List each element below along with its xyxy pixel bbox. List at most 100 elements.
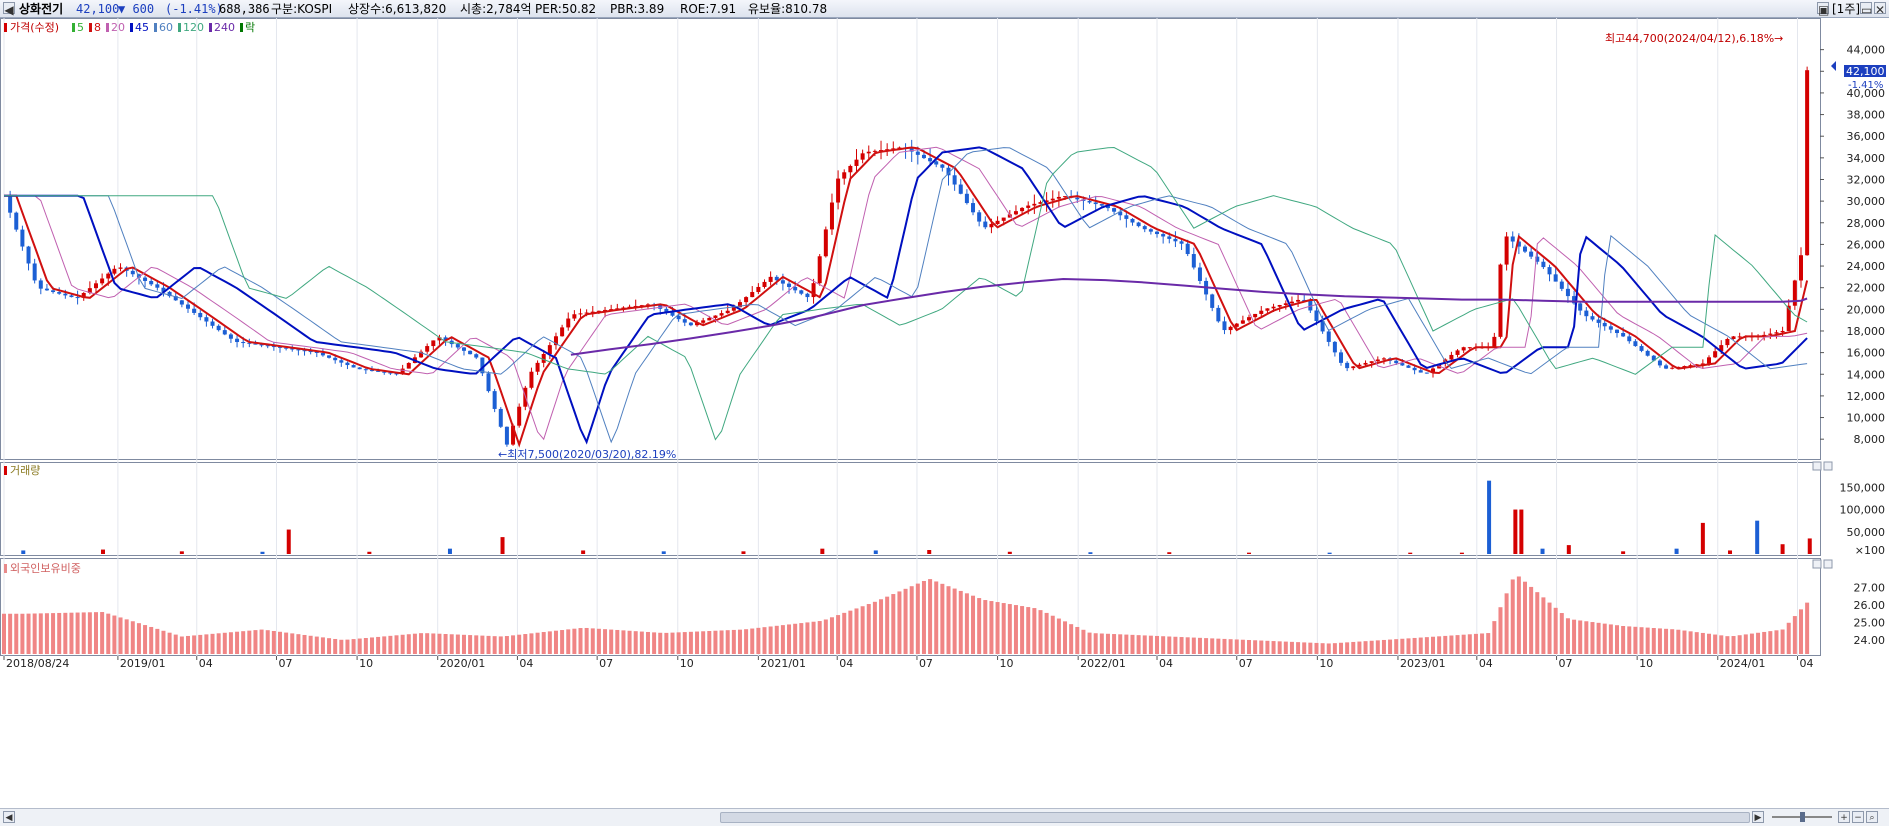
- chart-canvas[interactable]: 44,00042,00040,00038,00036,00034,00032,0…: [0, 18, 1889, 808]
- foreign-tick-label: 27.00: [1854, 582, 1886, 595]
- candle-body: [222, 330, 227, 335]
- candle-body: [1118, 211, 1123, 216]
- foreign-ratio-bar: [707, 631, 712, 654]
- foreign-ratio-bar: [1645, 627, 1650, 654]
- foreign-ratio-bar: [143, 625, 148, 654]
- foreign-ratio-bar: [198, 634, 203, 654]
- candle-body: [940, 164, 945, 168]
- candle-body: [1112, 208, 1117, 212]
- foreign-ratio-bar: [609, 629, 614, 654]
- candle-body: [1584, 310, 1589, 317]
- candle-body: [1504, 236, 1509, 265]
- candle-body: [1136, 222, 1141, 227]
- foreign-ratio-bar: [529, 633, 534, 654]
- foreign-close-icon[interactable]: [1823, 559, 1833, 569]
- price-tick-label: 32,000: [1847, 173, 1886, 186]
- price-legend: 가격(수정) 5 8 20 45 60 120 240 락: [4, 21, 255, 34]
- foreign-ratio-bar: [1486, 633, 1491, 654]
- foreign-ratio-bar: [891, 594, 896, 654]
- foreign-ratio-bar: [345, 639, 350, 654]
- foreign-ratio-bar: [603, 629, 608, 654]
- candle-body: [1792, 280, 1797, 306]
- candle-body: [737, 302, 742, 308]
- restore-icon[interactable]: ▣: [1817, 2, 1830, 17]
- volume-bar: [1566, 545, 1571, 554]
- candle-body: [161, 287, 166, 292]
- volume-bar: [1755, 520, 1760, 554]
- price-tick-label: 18,000: [1847, 325, 1886, 338]
- candle-body: [1001, 217, 1006, 221]
- foreign-restore-icon[interactable]: [1812, 559, 1822, 569]
- foreign-ratio-bar: [382, 636, 387, 654]
- candle-body: [1013, 211, 1018, 215]
- legend-ma-label: 240: [214, 21, 235, 34]
- volume-bar: [447, 548, 452, 554]
- candle-body: [100, 278, 105, 284]
- candle-body: [1798, 255, 1803, 281]
- foreign-ratio-bar: [701, 631, 706, 654]
- foreign-ratio-bar: [511, 635, 516, 654]
- candle-body: [615, 308, 620, 310]
- foreign-ratio-bar: [756, 627, 761, 654]
- zoom-reset-icon[interactable]: ⌕: [1866, 811, 1878, 823]
- foreign-ratio-bar: [1099, 633, 1104, 654]
- zoom-slider-handle[interactable]: [1800, 812, 1805, 822]
- scroll-right-icon[interactable]: ▶: [1752, 811, 1764, 823]
- candle-body: [1369, 361, 1374, 363]
- close-icon[interactable]: ✕: [1874, 2, 1886, 17]
- candle-body: [946, 167, 951, 176]
- candle-body: [750, 292, 755, 298]
- foreign-ratio-bar: [235, 631, 240, 654]
- candle-body: [1363, 362, 1368, 365]
- header-per: PER:50.82: [535, 2, 597, 16]
- candle-body: [553, 336, 558, 346]
- minimize-icon[interactable]: ▭: [1860, 2, 1873, 17]
- foreign-ratio-bar: [596, 628, 601, 654]
- foreign-ratio-bar: [1756, 632, 1761, 654]
- scroll-left-icon[interactable]: ◀: [3, 811, 15, 823]
- candle-body: [1780, 330, 1785, 333]
- volume-close-icon[interactable]: [1823, 461, 1833, 471]
- chart-scrollbar[interactable]: ◀ ▶ + − ⌕: [0, 808, 1889, 826]
- foreign-ratio-bar: [1185, 637, 1190, 654]
- header-market: 구분:KOSPI: [271, 2, 333, 16]
- candle-body: [1424, 372, 1429, 374]
- foreign-panel-buttons[interactable]: [1812, 559, 1833, 569]
- foreign-ratio-bar: [688, 631, 693, 654]
- candle-body: [860, 153, 865, 160]
- zoom-in-icon[interactable]: +: [1838, 811, 1850, 823]
- foreign-tick-label: 25.00: [1854, 617, 1886, 630]
- legend-ma-label: 5: [77, 21, 84, 34]
- foreign-ratio-bar: [566, 629, 571, 654]
- candle-body: [688, 322, 693, 326]
- volume-restore-icon[interactable]: [1812, 461, 1822, 471]
- period-button[interactable]: [1주]: [1832, 2, 1861, 16]
- candle-body: [486, 373, 491, 392]
- price-tick-label: 12,000: [1847, 390, 1886, 403]
- candle-body: [915, 151, 920, 155]
- candle-body: [1461, 347, 1466, 351]
- foreign-ratio-bar: [523, 634, 528, 654]
- candle-body: [664, 308, 669, 313]
- volume-bar: [1674, 548, 1679, 554]
- scroll-thumb[interactable]: [720, 812, 1750, 823]
- foreign-ratio-bar: [504, 636, 509, 654]
- foreign-ratio-bar: [1320, 643, 1325, 654]
- header-price: 42,100: [76, 2, 120, 16]
- stock-name[interactable]: 상화전기: [19, 2, 64, 16]
- foreign-ratio-bar: [1148, 635, 1153, 654]
- volume-bar: [1700, 522, 1705, 554]
- foreign-ratio-bar: [725, 630, 730, 654]
- candle-body: [842, 172, 847, 179]
- x-tick-label: 2023/01: [1400, 657, 1446, 670]
- prev-arrow-icon[interactable]: ◀: [3, 2, 15, 17]
- volume-panel-buttons[interactable]: [1812, 461, 1833, 471]
- candle-body: [805, 293, 810, 298]
- candle-body: [1553, 274, 1558, 282]
- foreign-ratio-bar: [879, 599, 884, 654]
- zoom-out-icon[interactable]: −: [1852, 811, 1864, 823]
- foreign-ratio-bar: [1602, 623, 1607, 654]
- foreign-ratio-bar: [799, 623, 804, 654]
- header-volume: 688,386: [219, 2, 270, 16]
- foreign-ratio-bar: [645, 631, 650, 654]
